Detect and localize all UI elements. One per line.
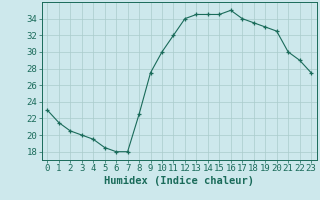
X-axis label: Humidex (Indice chaleur): Humidex (Indice chaleur) (104, 176, 254, 186)
